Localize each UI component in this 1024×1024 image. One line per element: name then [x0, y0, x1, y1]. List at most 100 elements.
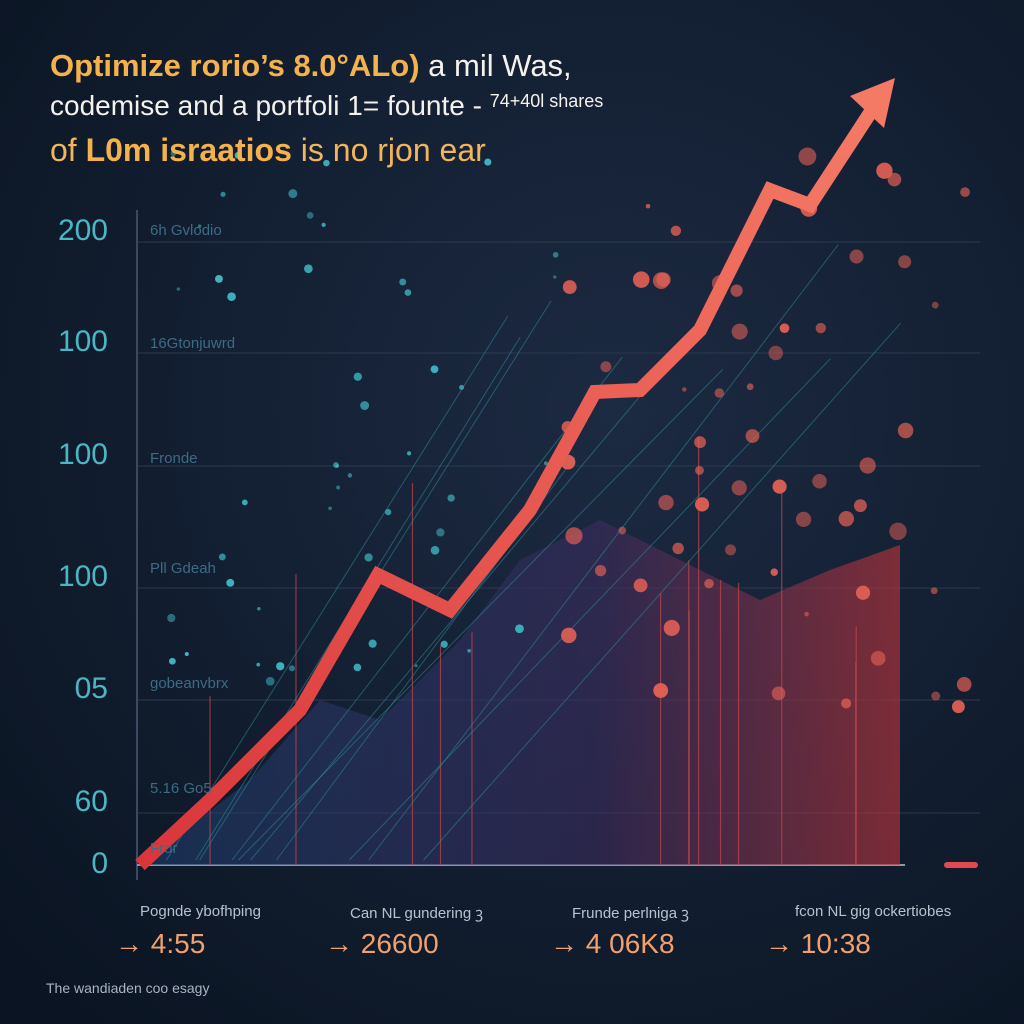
- deco-dot: [897, 422, 914, 439]
- deco-dot: [353, 372, 362, 381]
- deco-dot: [276, 662, 285, 671]
- deco-dot: [898, 255, 912, 269]
- deco-dot: [770, 568, 779, 576]
- deco-dot: [956, 677, 972, 692]
- deco-dot: [436, 528, 445, 537]
- headline-line: Optimize rorio’s 8.0°ALo) a mil Was,: [50, 48, 572, 84]
- deco-dot: [618, 526, 627, 535]
- area-blob: [140, 520, 900, 865]
- deco-dot: [656, 272, 671, 287]
- stat-value: → 26600: [325, 928, 439, 959]
- deco-dot: [795, 511, 812, 528]
- deco-dot: [167, 613, 176, 623]
- deco-line: [423, 322, 902, 861]
- stat-value: → 4 06K8: [550, 928, 675, 959]
- deco-dot: [812, 474, 827, 489]
- deco-dot: [336, 485, 341, 490]
- stat-caption: Frunde perlniga ꝫ: [572, 905, 689, 922]
- deco-dot: [360, 401, 370, 411]
- trend-arrow: [135, 106, 878, 871]
- deco-dot: [663, 619, 680, 636]
- inline-label: 6h Gvlodio: [150, 222, 222, 239]
- deco-dot: [399, 278, 407, 286]
- deco-dot: [594, 564, 607, 577]
- inline-label: Pll Gdeah: [150, 560, 216, 577]
- deco-dot: [838, 511, 854, 527]
- deco-dot: [385, 508, 392, 516]
- deco-dot: [730, 284, 743, 297]
- deco-line: [231, 356, 623, 861]
- inline-label: Fronde: [150, 450, 198, 467]
- deco-dot: [430, 365, 439, 374]
- deco-dot: [562, 280, 577, 294]
- deco-dot: [704, 578, 714, 589]
- headline-part: is no rjon ear: [291, 132, 486, 168]
- headline-line: of L0m israatios is no rjon ear: [50, 132, 486, 169]
- deco-dot: [855, 585, 871, 600]
- deco-dot: [168, 657, 176, 665]
- deco-dot: [404, 289, 412, 296]
- deco-dot: [234, 152, 242, 159]
- deco-dot: [333, 462, 339, 468]
- deco-dot: [887, 172, 902, 187]
- deco-dot: [364, 553, 373, 562]
- deco-dot: [304, 264, 313, 274]
- deco-dot: [870, 651, 886, 666]
- deco-dot: [368, 639, 377, 648]
- headline-part: of: [50, 132, 86, 168]
- headline-part: L0m israatios: [85, 132, 292, 168]
- deco-dot: [931, 691, 941, 701]
- deco-dot: [600, 361, 612, 373]
- axis-label: 100: [57, 560, 108, 593]
- deco-dot: [197, 224, 202, 228]
- deco-line: [238, 368, 724, 861]
- deco-line: [368, 244, 839, 861]
- deco-dot: [849, 249, 864, 264]
- deco-dot: [414, 664, 418, 668]
- deco-dot: [467, 648, 472, 653]
- deco-dot: [670, 225, 682, 236]
- deco-dot: [347, 473, 353, 478]
- deco-dot: [328, 506, 332, 511]
- deco-dot: [771, 686, 786, 701]
- axis-label: 05: [74, 672, 108, 705]
- deco-dot: [288, 189, 298, 199]
- deco-dot: [772, 479, 787, 494]
- deco-dot: [714, 388, 725, 398]
- deco-dot: [220, 191, 226, 197]
- deco-dot: [515, 624, 524, 634]
- headline-part: 74+40l shares: [489, 91, 604, 111]
- deco-dot: [889, 522, 907, 541]
- deco-dot: [440, 640, 448, 648]
- axis-label: 0: [91, 847, 108, 880]
- deco-dot: [725, 544, 737, 556]
- deco-dot: [553, 275, 557, 279]
- deco-dot: [658, 494, 674, 511]
- deco-dot: [653, 683, 669, 698]
- deco-dot: [951, 700, 965, 714]
- deco-dot: [930, 587, 938, 595]
- deco-dot: [406, 451, 412, 456]
- inline-label: 16Gtonjuwrd: [150, 335, 236, 352]
- headline-part: Optimize rorio’s 8.0°ALo): [50, 48, 420, 83]
- deco-dot: [768, 345, 783, 361]
- deco-dot: [184, 651, 189, 657]
- stat-caption: fcon NL gig ockertiobes: [795, 903, 952, 920]
- deco-dot: [931, 301, 939, 309]
- deco-dot: [306, 212, 314, 219]
- headline-line: codemise and a portfoli 1= founte - 74+4…: [50, 90, 603, 122]
- deco-line: [166, 315, 509, 861]
- deco-dot: [561, 627, 577, 644]
- deco-line: [250, 312, 711, 861]
- deco-dot: [552, 251, 559, 258]
- headline-part: codemise and a portfoli 1= founte -: [50, 90, 482, 121]
- deco-dot: [321, 222, 326, 227]
- deco-dot: [447, 494, 455, 502]
- inline-label: Fror: [150, 840, 178, 857]
- deco-dot: [484, 158, 492, 166]
- inline-label: 5.16 Go5: [150, 780, 212, 797]
- deco-dot: [218, 553, 226, 561]
- deco-dot: [960, 187, 970, 198]
- deco-dot: [694, 497, 710, 512]
